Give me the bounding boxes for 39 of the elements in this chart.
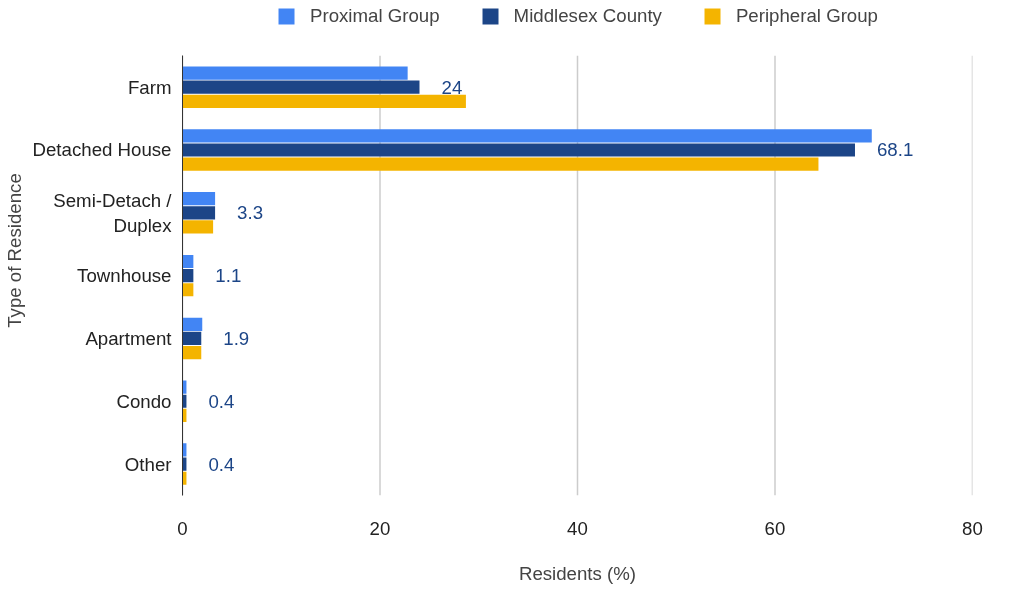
- bar: [182, 317, 203, 331]
- data-label: 1.1: [215, 265, 242, 287]
- y-tick-label: Semi-Detach / Duplex: [53, 189, 173, 236]
- x-tick-label: 60: [764, 517, 786, 539]
- y-tick-label: Condo: [116, 390, 172, 412]
- bar: [182, 254, 194, 269]
- bar: [182, 345, 202, 360]
- bar: [182, 192, 216, 206]
- data-label: 68.1: [876, 139, 914, 161]
- legend-label: Peripheral Group: [735, 5, 878, 27]
- bar: [182, 157, 819, 171]
- legend-label: Proximal Group: [310, 5, 440, 27]
- x-tick-label: 20: [369, 517, 391, 539]
- data-label: 0.4: [208, 390, 235, 412]
- data-label: 0.4: [208, 453, 235, 475]
- x-tick-label: 0: [177, 517, 188, 539]
- bar: [182, 143, 855, 157]
- bar: [182, 94, 466, 108]
- x-tick-label: 80: [962, 517, 983, 539]
- y-tick-label: Townhouse: [77, 265, 172, 287]
- bar: [182, 220, 214, 234]
- legend-label: Middlesex County: [513, 5, 662, 27]
- bar: [182, 129, 872, 143]
- data-label: 1.9: [223, 327, 250, 349]
- data-label: 24: [441, 76, 463, 98]
- y-tick-label: Farm: [127, 76, 172, 98]
- bar: [182, 66, 408, 80]
- y-tick-label: Apartment: [85, 327, 173, 349]
- bar: [182, 283, 194, 297]
- data-label: 3.3: [237, 202, 264, 224]
- bar: [182, 80, 420, 94]
- bar: [182, 269, 194, 283]
- y-tick-label: Detached House: [32, 139, 172, 161]
- y-tick-label: Other: [124, 453, 172, 475]
- x-tick-label: 40: [567, 517, 588, 539]
- bar: [182, 331, 202, 346]
- x-axis-title: Residents (%): [518, 562, 637, 584]
- bar: [182, 206, 216, 220]
- y-axis-title: Type of Residence: [3, 173, 25, 328]
